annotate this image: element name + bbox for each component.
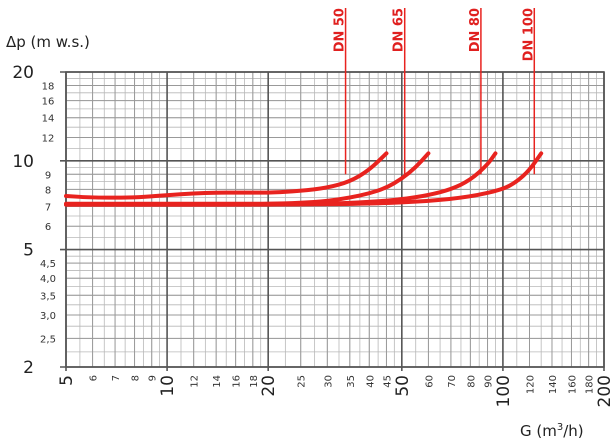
y-tick-label: 5 [23,241,34,261]
series-label-layer: DN 50 DN 65 DN 80 DN 100 [333,8,536,175]
x-tick-label: 14 [212,375,223,388]
x-tick-label: 16 [232,375,243,388]
y-tick-label: 2 [23,358,34,378]
x-tick-label: 7 [111,375,122,381]
x-tick-label: 30 [323,375,334,388]
x-tick-label: 20 [259,375,279,397]
y-tick-label: 20 [12,63,34,83]
x-tick-label: 80 [466,375,477,388]
series-line-3 [64,151,544,207]
x-tick-label: 45 [382,375,393,388]
y-tick-label: 2,5 [40,334,56,345]
x-tick-label: 50 [393,375,413,397]
y-tick-label: 12 [42,133,55,144]
x-axis-tick-labels: 5 6 7 8 9 10 12 14 16 18 20 25 30 35 40 45 50 60 70 80 90 100… [57,375,614,407]
y-tick-label: 16 [42,97,55,108]
y-axis-tick-labels: 2 2,5 3,0 3,5 4,0 4,5 56 7 8 9 10 12 14 16 18 20 [12,63,56,378]
x-tick-label: 40 [365,375,376,388]
series-layer [64,151,544,207]
plot-frame [65,71,605,368]
x-tick-label: 140 [548,375,559,394]
x-tick-label: 120 [525,375,536,394]
x-tick-label: 18 [249,375,260,388]
minor-gridlines [65,71,605,368]
series-label-1: DN 65 [392,8,407,52]
x-tick-label: 90 [484,375,495,388]
major-gridlines [60,71,605,371]
y-tick-label: 14 [42,114,55,125]
x-tick-label: 12 [190,375,201,388]
y-tick-label: 4,0 [40,274,56,285]
series-label-2: DN 80 [468,8,483,52]
x-tick-label: 35 [346,375,357,388]
x-tick-label: 100 [494,375,514,407]
x-tick-label: 25 [297,375,308,388]
x-tick-label: 60 [424,375,435,388]
y-tick-label: 3,0 [40,311,56,322]
y-tick-label: 7 [45,202,51,213]
series-label-0: DN 50 [333,8,348,52]
y-tick-label: 6 [45,222,51,233]
x-tick-label: 70 [447,375,458,388]
y-tick-label: 9 [45,170,51,181]
series-line-0 [64,151,389,200]
x-tick-label: 200 [595,375,614,407]
x-axis-label: G (m3/h) [520,422,584,440]
y-tick-label: 4,5 [40,259,56,270]
y-tick-label: 3,5 [40,291,56,302]
x-tick-label: 8 [131,375,142,381]
x-tick-label: 160 [567,375,578,394]
x-tick-label: 9 [148,375,159,381]
y-tick-label: 10 [12,152,34,172]
x-tick-label: 6 [89,375,100,381]
y-tick-label: 8 [45,185,51,196]
x-tick-label: 10 [158,375,178,397]
x-tick-label: 5 [57,375,77,386]
x-tick-label: 180 [585,375,596,394]
series-label-3: DN 100 [521,8,536,61]
y-tick-label: 18 [42,81,55,92]
y-axis-label: Δp (m w.s.) [6,33,90,51]
